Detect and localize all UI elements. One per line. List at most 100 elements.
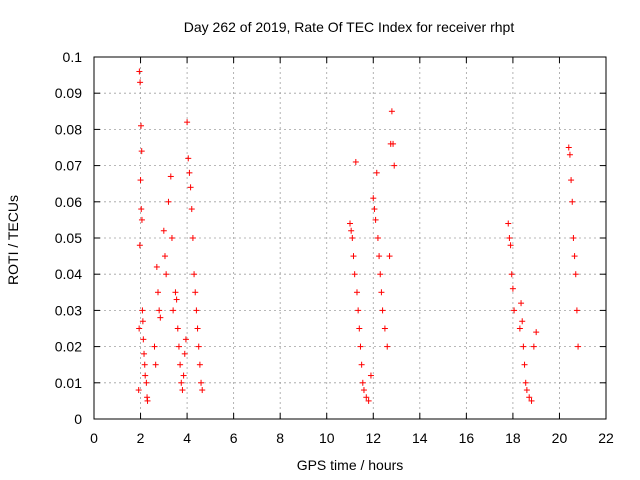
data-point (357, 343, 364, 350)
x-tick-label: 14 (412, 430, 428, 446)
x-tick-label: 20 (552, 430, 568, 446)
data-point (177, 361, 184, 368)
data-point (191, 271, 198, 278)
data-point (138, 122, 145, 129)
data-point (168, 235, 175, 241)
y-tick-label: 0.09 (55, 85, 82, 101)
data-point (528, 397, 535, 404)
y-tick-label: 0.05 (55, 230, 82, 246)
x-tick-label: 10 (319, 430, 335, 446)
x-tick-label: 4 (183, 430, 191, 446)
data-point (186, 169, 193, 176)
data-point (508, 271, 515, 278)
data-point (505, 220, 512, 227)
x-tick-label: 22 (598, 430, 614, 446)
data-point (363, 394, 370, 401)
data-point (161, 253, 168, 260)
chart-title: Day 262 of 2019, Rate Of TEC Index for r… (184, 19, 515, 35)
data-point (349, 235, 356, 241)
data-point (184, 119, 191, 126)
data-point (196, 361, 203, 368)
data-point (511, 307, 518, 314)
data-point (571, 253, 578, 260)
data-point (153, 263, 160, 270)
y-tick-label: 0.08 (55, 121, 82, 137)
data-point (165, 198, 172, 205)
data-point (198, 379, 205, 386)
data-point (374, 235, 381, 241)
data-point (174, 325, 181, 332)
data-point (526, 394, 533, 401)
data-point (139, 307, 146, 314)
data-point (175, 343, 182, 350)
data-point (370, 195, 377, 202)
data-point (373, 169, 380, 176)
data-point (152, 361, 159, 368)
y-tick-label: 0.04 (55, 266, 82, 282)
data-point (522, 379, 529, 386)
data-point (142, 372, 149, 379)
data-point (137, 177, 144, 184)
y-tick-label: 0.1 (63, 49, 83, 65)
data-point (179, 387, 186, 394)
data-point (163, 271, 170, 278)
data-point (572, 271, 579, 278)
data-point (506, 235, 513, 241)
y-tick-label: 0.01 (55, 375, 82, 391)
axis-ticks: 0 2 4 6 8 10 12 14 16 18 20 22 0 0.01 0.02 0.03 0.04 0.05… (55, 49, 614, 446)
data-point (358, 361, 365, 368)
data-point (136, 242, 143, 249)
data-point (509, 285, 516, 292)
data-point (386, 253, 393, 260)
data-point (160, 227, 167, 234)
data-point (516, 325, 523, 332)
data-point (347, 220, 353, 227)
data-point (189, 235, 196, 241)
data-point (199, 387, 206, 394)
data-point (376, 253, 383, 260)
y-tick-label: 0.07 (55, 158, 82, 174)
data-point (350, 253, 357, 260)
data-point (360, 387, 367, 394)
data-point (381, 325, 388, 332)
data-point (170, 307, 177, 314)
data-point (367, 372, 374, 379)
data-point (348, 227, 355, 234)
data-point (143, 379, 150, 386)
data-point (384, 343, 391, 350)
data-point (172, 289, 179, 296)
y-axis-label: ROTI / TECUs (5, 195, 21, 285)
data-point (390, 140, 397, 147)
data-point (507, 242, 514, 249)
data-point (355, 307, 362, 314)
data-point (188, 206, 195, 213)
data-point (181, 350, 188, 357)
data-point (565, 144, 572, 151)
data-point (521, 361, 528, 368)
data-point (523, 387, 530, 394)
data-point (138, 216, 145, 223)
data-point (570, 235, 577, 241)
data-point (388, 108, 395, 115)
x-tick-label: 2 (137, 430, 145, 446)
y-tick-label: 0.03 (55, 302, 82, 318)
x-tick-label: 16 (459, 430, 475, 446)
x-tick-label: 6 (230, 430, 238, 446)
data-point (518, 300, 525, 307)
data-point (365, 397, 372, 404)
data-point (140, 336, 147, 343)
y-tick-label: 0 (74, 411, 82, 427)
x-tick-label: 8 (276, 430, 284, 446)
data-point (156, 307, 163, 314)
data-point (569, 198, 576, 205)
data-points (135, 68, 582, 404)
data-point (144, 397, 151, 404)
data-point (151, 343, 158, 350)
data-point (192, 289, 199, 296)
data-point (194, 325, 201, 332)
data-point (141, 361, 148, 368)
data-point (138, 148, 145, 155)
data-point (372, 216, 379, 223)
data-point (353, 289, 360, 296)
